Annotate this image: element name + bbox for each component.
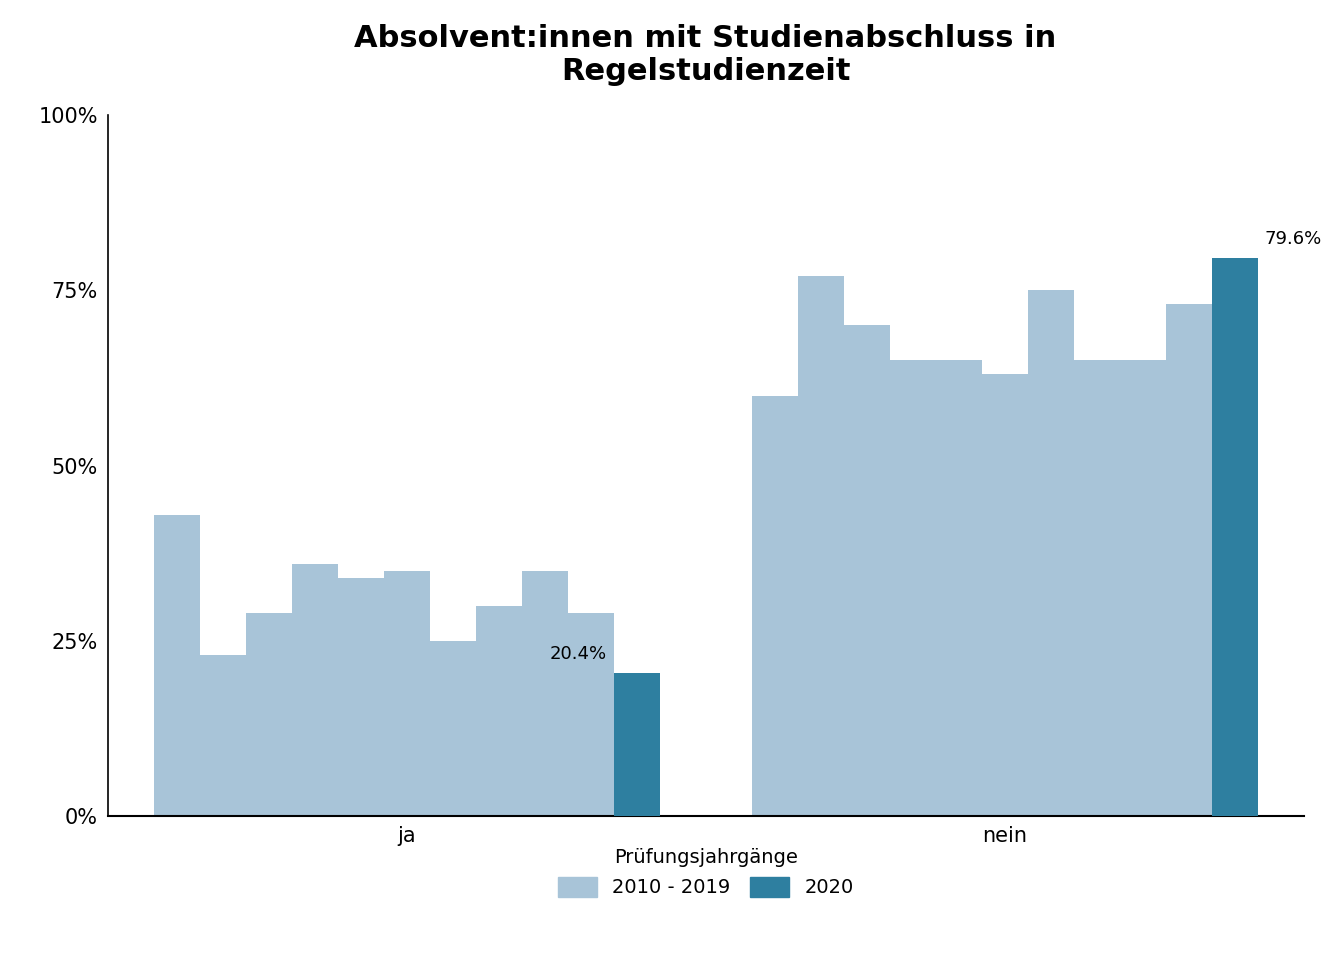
- Bar: [614, 673, 660, 816]
- Polygon shape: [751, 276, 1212, 816]
- Bar: [1212, 258, 1258, 816]
- Polygon shape: [153, 515, 614, 816]
- Text: 20.4%: 20.4%: [550, 644, 606, 662]
- Legend: 2010 - 2019, 2020: 2010 - 2019, 2020: [558, 848, 853, 898]
- Text: 79.6%: 79.6%: [1265, 229, 1322, 248]
- Title: Absolvent:innen mit Studienabschluss in
Regelstudienzeit: Absolvent:innen mit Studienabschluss in …: [355, 24, 1056, 86]
